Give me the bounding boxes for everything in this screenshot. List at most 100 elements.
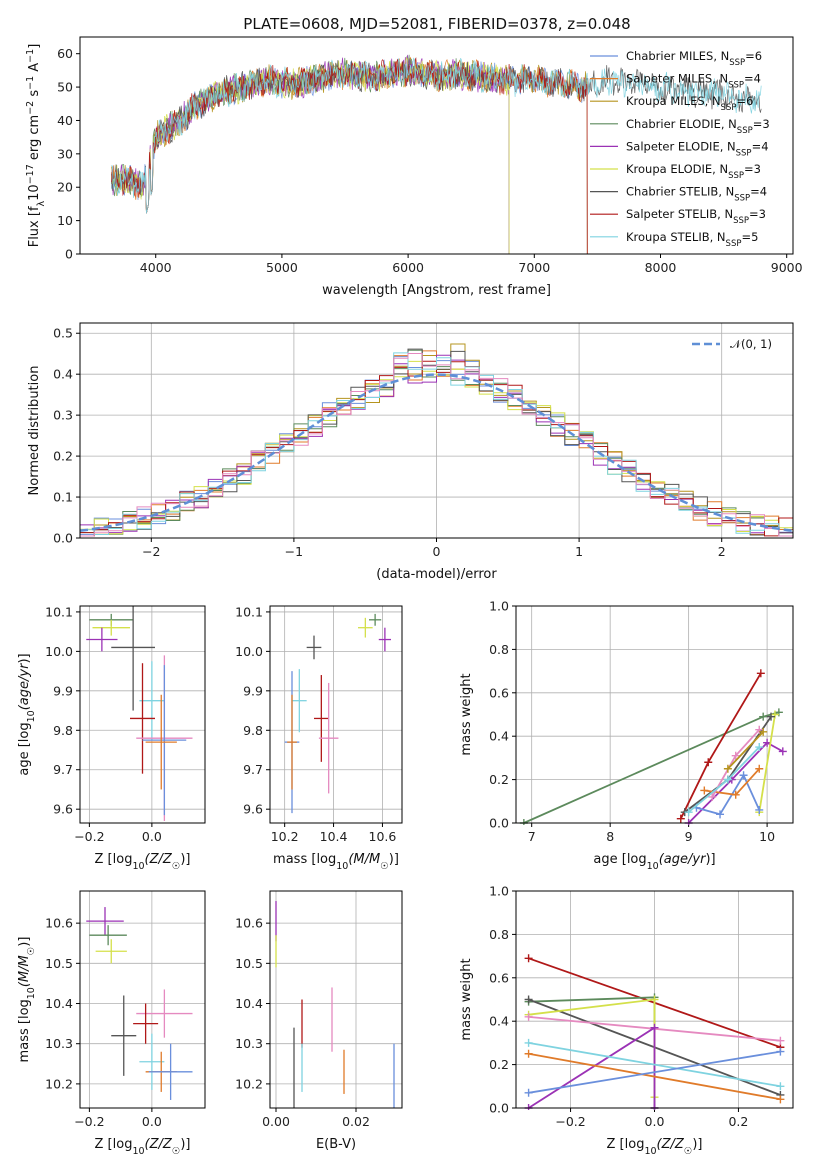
x-axis-label-part: log [316, 852, 336, 867]
weight-lines [519, 669, 787, 825]
x-axis-label-part: )] [389, 852, 399, 867]
errorbar-point [378, 627, 391, 652]
weight-marker [700, 786, 709, 795]
axes-frame [269, 890, 403, 1109]
weight-marker [524, 995, 533, 1004]
x-axis-label-part: 10 [132, 1146, 144, 1157]
axes-frame [515, 605, 794, 824]
y-axis-label-part: λ [36, 200, 47, 206]
spectrum-series-line [111, 57, 762, 214]
normal-distribution-curve [80, 373, 793, 533]
x-axis-label: age [log10(age/yr)] [593, 852, 715, 872]
x-axis-label: E(B-V) [316, 1137, 356, 1152]
x-tick-label: −0.2 [74, 1114, 104, 1129]
y-tick-label: 0.4 [53, 367, 73, 382]
weight-marker [676, 814, 685, 823]
x-axis-label-part: 10 [132, 861, 144, 872]
legend-label-part: SSP [728, 81, 744, 91]
weight-series-line [528, 996, 656, 1108]
x-tick-label: 10.4 [320, 829, 348, 844]
x-tick-label: 7 [528, 829, 536, 844]
weight-marker [708, 792, 717, 801]
weight-marker [776, 1082, 785, 1091]
y-tick-label: 1.0 [489, 884, 509, 899]
x-axis-label-part: (Z/Z [657, 1137, 685, 1152]
x-tick-label: 1 [575, 544, 583, 559]
y-tick-label: 0.4 [489, 1014, 509, 1029]
x-tick-label: −1 [285, 544, 303, 559]
y-axis-label-part: log [17, 999, 32, 1019]
y-tick-label: 9.8 [243, 723, 263, 738]
weight-marker [755, 764, 764, 773]
y-axis-label-part: mass weight [459, 958, 474, 1040]
legend-label-part: Salpeter MILES, N [626, 72, 728, 86]
y-tick-label: 0.0 [53, 531, 73, 546]
y-tick-label: 60 [57, 46, 73, 61]
x-axis-label-part: log [113, 1137, 133, 1152]
y-axis-label-part: (M/M [17, 955, 32, 987]
x-axis-label: mass [log10(M/M☉)] [273, 852, 399, 872]
legend-label-part: Kroupa STELIB, N [626, 230, 726, 244]
x-axis-label-part: (data-model)/error [376, 567, 497, 582]
x-axis-label-part: E(B-V) [316, 1137, 356, 1152]
y-tick-label: 10.0 [235, 644, 263, 659]
y-tick-label: 0.0 [489, 1101, 509, 1116]
y-axis-label-part: erg cm [27, 115, 42, 164]
x-tick-label: 0.02 [342, 1114, 370, 1129]
x-axis-label: Z [log10(Z/Z☉)] [95, 852, 191, 872]
weight-series-line [528, 1052, 781, 1101]
errorbar-point [314, 675, 329, 762]
y-axis-label-part: Flux [f [27, 206, 42, 247]
weight-series-line [528, 1050, 781, 1094]
x-axis-label-part: ☉ [172, 861, 181, 872]
axes-frame [79, 322, 794, 539]
y-tick-label: 10.1 [235, 604, 263, 619]
legend-label-part: =4 [750, 185, 767, 199]
x-tick-label: 0.0 [142, 829, 162, 844]
legend-label: Salpeter MILES, NSSP=4 [626, 72, 761, 91]
errorbar-point [86, 907, 124, 936]
weight-marker [739, 771, 748, 780]
y-axis-label-part: −1 [25, 76, 36, 90]
y-tick-label: 0.8 [489, 642, 509, 657]
residual-histograms [80, 343, 793, 537]
x-axis-label-part: )] [692, 1137, 702, 1152]
y-axis-label-part: A [27, 63, 42, 76]
x-axis-label-part: Z [ [95, 1137, 113, 1152]
legend-label-part: =4 [744, 72, 761, 86]
y-axis-label-part: Normed distribution [27, 366, 42, 496]
x-axis-label-part: Z [ [95, 852, 113, 867]
x-axis-label-part: (Z/Z [145, 852, 173, 867]
legend-label: Chabrier STELIB, NSSP=4 [626, 185, 767, 204]
histogram-step-line [80, 353, 793, 537]
x-tick-label: 5000 [266, 260, 298, 275]
x-axis-label-part: Z [ [607, 1137, 625, 1152]
y-axis-label-part: 10 [27, 184, 42, 201]
y-tick-label: 10 [57, 213, 73, 228]
legend-label-part: =6 [745, 49, 762, 63]
legend-label-part: =5 [741, 230, 758, 244]
y-tick-label: 10.5 [45, 956, 73, 971]
weight-series-line [727, 731, 764, 770]
y-tick-label: 0.2 [489, 772, 509, 787]
y-tick-label: 10.4 [235, 996, 263, 1011]
legend-label-part: SSP [733, 216, 749, 226]
weight-marker [524, 1088, 533, 1097]
axes-frame [269, 605, 403, 824]
x-tick-label: 2 [718, 544, 726, 559]
y-tick-label: 10.2 [235, 1076, 263, 1091]
y-tick-label: 10.1 [45, 604, 73, 619]
y-tick-label: 0.3 [53, 408, 73, 423]
y-axis-label-part: log [17, 722, 32, 742]
x-tick-label: 8 [606, 829, 614, 844]
weight-marker [759, 727, 768, 736]
legend-label: Chabrier ELODIE, NSSP=3 [626, 117, 770, 136]
x-axis-label-part: log [113, 852, 133, 867]
errorbar-points [275, 901, 395, 1108]
x-axis-label-part: (M/M [348, 852, 380, 867]
x-axis-label-part: age [ [593, 852, 626, 867]
x-tick-label: 0.00 [262, 1114, 290, 1129]
y-axis-label: mass [log10(M/M☉)] [17, 937, 37, 1063]
x-axis-label-part: log [625, 1137, 645, 1152]
